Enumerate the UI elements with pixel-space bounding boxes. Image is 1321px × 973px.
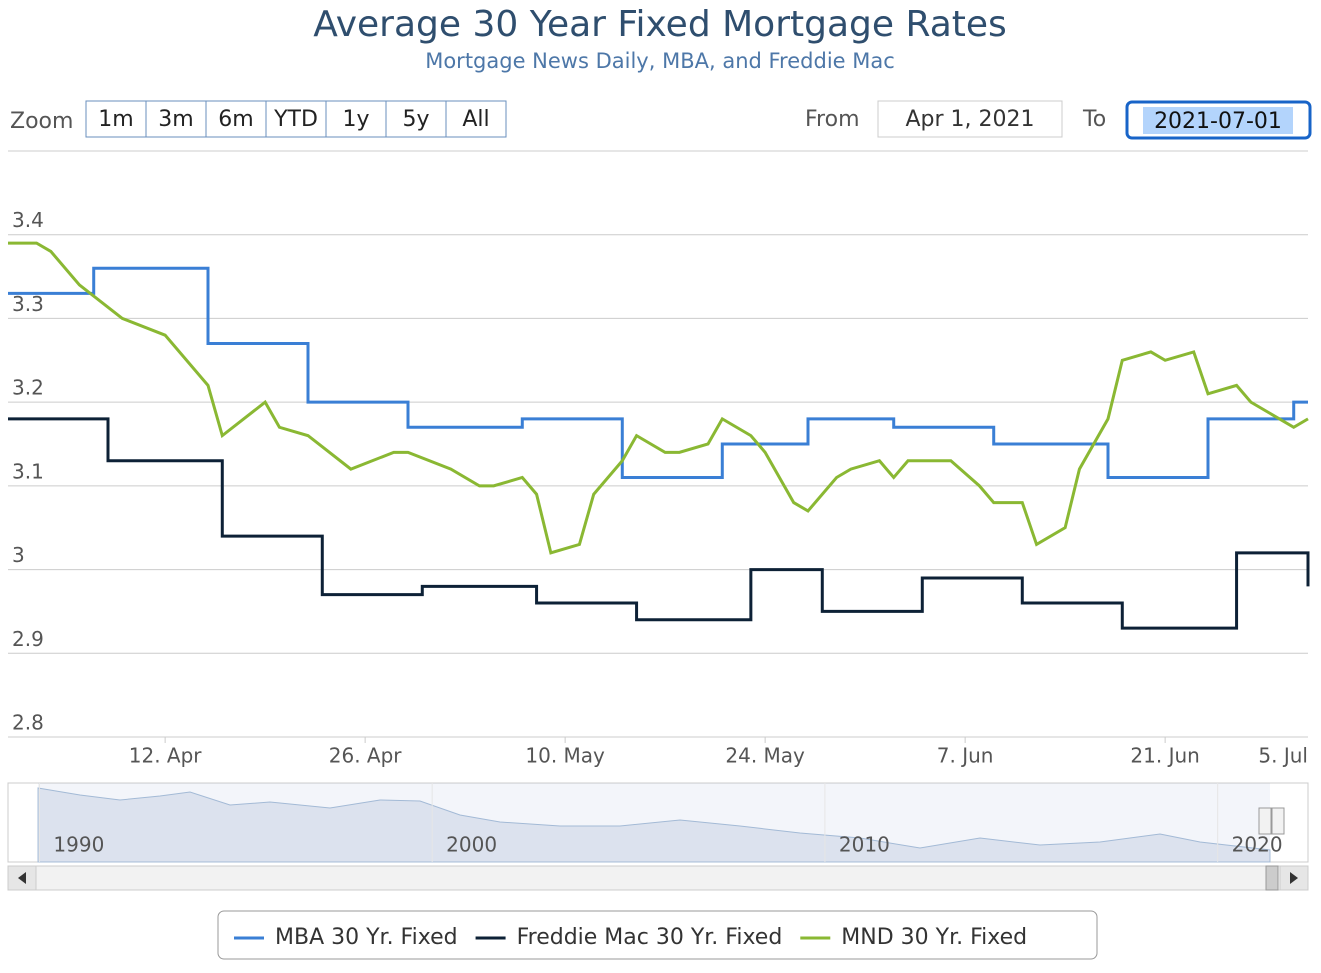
- legend-label[interactable]: MBA 30 Yr. Fixed: [275, 925, 458, 950]
- chart-title: Average 30 Year Fixed Mortgage Rates: [313, 4, 1007, 45]
- legend-label[interactable]: MND 30 Yr. Fixed: [841, 925, 1027, 950]
- zoom-button-label: All: [462, 107, 489, 132]
- x-tick-label: 26. Apr: [329, 744, 403, 768]
- y-tick-label: 3: [12, 543, 25, 567]
- zoom-buttons: 1m 3m 6m YTD 1y 5y All: [85, 100, 507, 138]
- x-tick-label: 24. May: [725, 744, 805, 768]
- x-tick-label: 10. May: [525, 744, 605, 768]
- scrollbar[interactable]: [7, 865, 1309, 891]
- from-input[interactable]: [877, 100, 1063, 138]
- nav-label: 2010: [839, 833, 890, 857]
- series-line: [8, 417, 1310, 630]
- selection: [1143, 107, 1293, 134]
- series-line: [8, 241, 1309, 555]
- to-value: 2021-07-01: [1154, 109, 1282, 134]
- y-tick-label: 3.4: [12, 208, 44, 232]
- zoom-button-label: 6m: [218, 107, 253, 132]
- zoom-button[interactable]: [205, 100, 267, 138]
- y-tick-label: 2.8: [12, 711, 44, 735]
- handle[interactable]: [1258, 807, 1272, 835]
- zoom-button-label: 5y: [402, 107, 429, 132]
- scroll-thumb[interactable]: [1265, 865, 1279, 891]
- zoom-button[interactable]: [325, 100, 387, 138]
- y-tick-label: 3.3: [12, 292, 44, 316]
- zoom-button-label: YTD: [273, 107, 318, 132]
- navigator-area: [37, 787, 1271, 863]
- zoom-label: Zoom: [10, 109, 73, 134]
- zoom-button[interactable]: [85, 100, 147, 138]
- nav-label: 2020: [1232, 833, 1283, 857]
- zoom-button[interactable]: [445, 100, 507, 138]
- x-tick-label: 5. Jul: [1258, 744, 1308, 768]
- zoom-button-label: 1y: [342, 107, 369, 132]
- navigator-mask: [38, 783, 1270, 862]
- x-tick-label: 12. Apr: [129, 744, 203, 768]
- nav-label: 2000: [446, 833, 497, 857]
- legend-label[interactable]: Freddie Mac 30 Yr. Fixed: [517, 925, 783, 950]
- legend: [217, 910, 1098, 960]
- zoom-button[interactable]: [385, 100, 447, 138]
- arrow: [1290, 872, 1298, 884]
- zoom-button-label: 3m: [158, 107, 193, 132]
- handle[interactable]: [1271, 807, 1285, 835]
- y-tick-label: 3.1: [12, 459, 44, 483]
- to-label: To: [1082, 107, 1106, 132]
- chart-subtitle: Mortgage News Daily, MBA, and Freddie Ma…: [425, 49, 895, 73]
- from-label: From: [805, 107, 860, 132]
- zoom-button-label: 1m: [98, 107, 133, 132]
- y-tick-label: 2.9: [12, 627, 44, 651]
- zoom-button[interactable]: [145, 100, 207, 138]
- x-tick-label: 21. Jun: [1130, 744, 1199, 768]
- nav-label: 1990: [53, 833, 104, 857]
- from-value: Apr 1, 2021: [905, 107, 1034, 132]
- x-tick-label: 7. Jun: [937, 744, 994, 768]
- series-line: [8, 266, 1308, 479]
- y-tick-label: 3.2: [12, 376, 44, 400]
- arrow: [18, 872, 26, 884]
